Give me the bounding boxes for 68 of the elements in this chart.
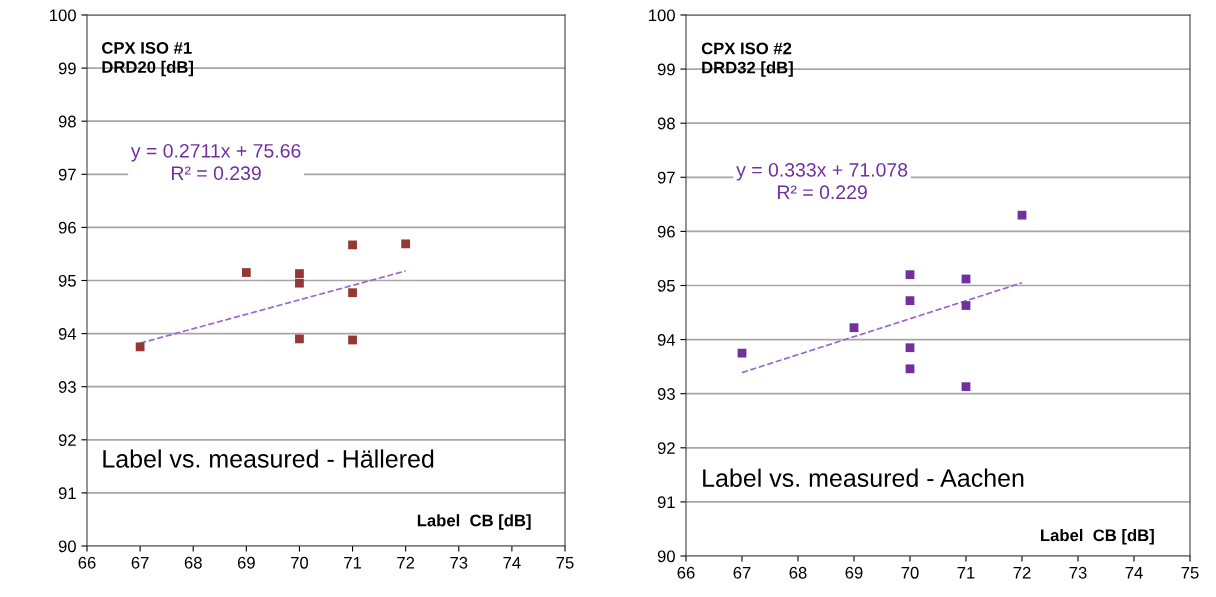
y-tick-label: 100 bbox=[50, 9, 76, 22]
point bbox=[961, 301, 971, 310]
y-tick-label: 92 bbox=[58, 434, 76, 446]
y-tick-label: 99 bbox=[58, 62, 76, 75]
x-tick-label: 73 bbox=[1069, 566, 1087, 579]
point bbox=[348, 335, 357, 345]
y-tick-label: 96 bbox=[58, 221, 76, 234]
y-tick-label: 94 bbox=[657, 334, 676, 346]
point bbox=[905, 343, 915, 353]
y-tick-label: 97 bbox=[657, 171, 675, 184]
point bbox=[348, 288, 357, 298]
x-tick-label: 71 bbox=[344, 557, 362, 569]
x-tick-label: 72 bbox=[1013, 566, 1031, 579]
y-tick-label: 98 bbox=[657, 117, 675, 130]
point bbox=[905, 364, 915, 374]
x-tick-label: 67 bbox=[733, 566, 751, 579]
x-tick-label: 70 bbox=[291, 556, 309, 569]
point bbox=[295, 278, 304, 288]
x-tick-label: 74 bbox=[1125, 567, 1143, 579]
x-tick-label: 68 bbox=[184, 556, 202, 569]
point bbox=[905, 270, 915, 280]
point bbox=[295, 269, 304, 278]
x-tick-label: 66 bbox=[677, 566, 695, 579]
point bbox=[401, 239, 411, 249]
x-tick-label: 75 bbox=[1181, 567, 1199, 579]
x-tick-label: 66 bbox=[78, 556, 96, 569]
x-tick-label: 75 bbox=[556, 557, 574, 569]
annotation: y = 0.2711x + 75.66 R² = 0.239 bbox=[130, 143, 301, 181]
point bbox=[241, 268, 251, 277]
point bbox=[1017, 210, 1027, 220]
y-tick-label: 98 bbox=[58, 115, 76, 128]
point bbox=[849, 323, 859, 333]
annotation: Label vs. measured - Hällered bbox=[103, 449, 434, 468]
x-axis-title: Label CB [dB] bbox=[1041, 528, 1154, 545]
y-tick-label: 90 bbox=[657, 550, 675, 563]
point bbox=[961, 382, 971, 392]
y-tick-label: 91 bbox=[657, 496, 675, 509]
x-tick-label: 69 bbox=[845, 566, 863, 579]
x-tick-label: 68 bbox=[789, 566, 807, 579]
annotation: Label vs. measured - Aachen bbox=[703, 468, 1024, 487]
x-tick-label: 72 bbox=[397, 556, 415, 569]
annotation: CPX ISO #1 DRD20 [dB] bbox=[102, 41, 193, 77]
annotation: CPX ISO #2 DRD32 [dB] bbox=[701, 42, 793, 77]
x-tick-label: 71 bbox=[957, 567, 975, 579]
annotation: y = 0.333x + 71.078 R² = 0.229 bbox=[736, 162, 908, 200]
x-tick-label: 69 bbox=[237, 556, 255, 569]
y-tick-label: 95 bbox=[657, 279, 675, 292]
y-tick-label: 92 bbox=[657, 442, 675, 454]
x-tick-label: 74 bbox=[503, 557, 521, 569]
y-tick-label: 99 bbox=[657, 63, 675, 76]
y-tick-label: 100 bbox=[649, 9, 675, 22]
y-tick-label: 97 bbox=[58, 168, 76, 181]
point bbox=[905, 296, 915, 306]
y-tick-label: 90 bbox=[58, 540, 76, 553]
y-tick-label: 93 bbox=[58, 381, 76, 393]
y-tick-label: 94 bbox=[58, 328, 77, 340]
point bbox=[135, 342, 145, 352]
x-axis-title: Label CB [dB] bbox=[417, 514, 531, 530]
point bbox=[737, 348, 747, 358]
y-tick-label: 93 bbox=[657, 388, 675, 400]
y-tick-label: 96 bbox=[657, 225, 675, 238]
point bbox=[295, 334, 304, 344]
y-tick-label: 91 bbox=[58, 487, 76, 500]
x-tick-label: 67 bbox=[131, 556, 149, 569]
point bbox=[348, 240, 357, 250]
x-tick-label: 70 bbox=[901, 566, 919, 579]
y-tick-label: 95 bbox=[58, 274, 76, 287]
x-tick-label: 73 bbox=[450, 556, 468, 569]
